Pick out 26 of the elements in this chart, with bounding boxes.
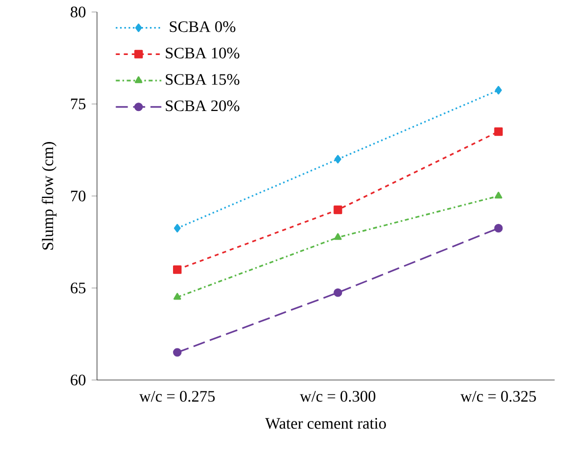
point <box>174 224 181 232</box>
point <box>173 348 182 357</box>
x-axis-title: Water cement ratio <box>265 418 386 429</box>
y-tick-label: 80 <box>70 6 86 18</box>
point <box>494 127 503 136</box>
y-tick-label: 60 <box>70 374 86 386</box>
point <box>173 292 182 300</box>
x-tick-label: w/c = 0.275 <box>139 390 215 402</box>
point <box>494 224 503 232</box>
point <box>494 192 502 199</box>
legend-label: SCBA 20% <box>166 100 240 112</box>
point <box>334 154 342 164</box>
x-tick-label: w/c = 0.325 <box>460 390 536 402</box>
point <box>334 288 342 297</box>
y-axis-title: Slump flow (cm) <box>42 142 56 250</box>
y-tick-label: 65 <box>70 282 86 294</box>
point <box>334 206 342 214</box>
x-tick-label: w/c = 0.300 <box>300 390 376 402</box>
legend-label: SCBA 15% <box>166 74 240 85</box>
point <box>495 86 502 94</box>
point <box>173 265 182 274</box>
legend-label: SCBA 10% <box>166 48 240 59</box>
y-tick-label: 75 <box>71 98 86 110</box>
legend-label: SCBA 0% <box>170 21 236 32</box>
point <box>334 233 342 240</box>
y-tick-label: 70 <box>71 190 86 202</box>
